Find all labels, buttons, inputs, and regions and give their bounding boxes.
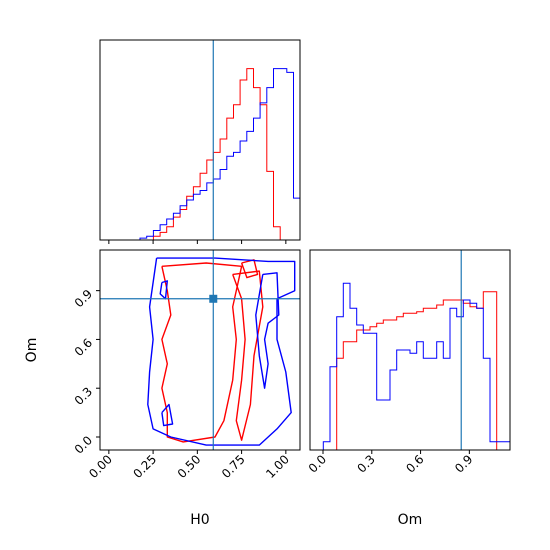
om-histogram-blue-series: [310, 282, 510, 450]
contour-y-axis-label: Om: [24, 338, 40, 363]
contour-frame: [99, 249, 301, 451]
h0-histogram-blue-series: [100, 68, 301, 241]
om-histogram-frame: [309, 249, 511, 451]
h0-histogram-ticks: [108, 240, 287, 244]
h0-histogram-marks: [100, 40, 301, 241]
h0-histogram-red-series: [100, 68, 301, 241]
contour-blue-line: [255, 272, 280, 389]
contour-x-axis-label: H0: [190, 512, 209, 528]
om-histogram-marks: [310, 250, 510, 450]
contour-red-line: [161, 262, 243, 443]
contour-blue-line: [147, 257, 296, 446]
om-histogram-x-axis-label: Om: [398, 512, 423, 528]
contour-marks: [100, 250, 300, 450]
contour-red-line: [232, 270, 264, 441]
contour-truth-marker: [209, 294, 218, 303]
contour-blue-line: [161, 403, 174, 427]
h0-histogram-frame: [99, 39, 301, 241]
h0-marginal-histogram-panel: [99, 39, 301, 244]
